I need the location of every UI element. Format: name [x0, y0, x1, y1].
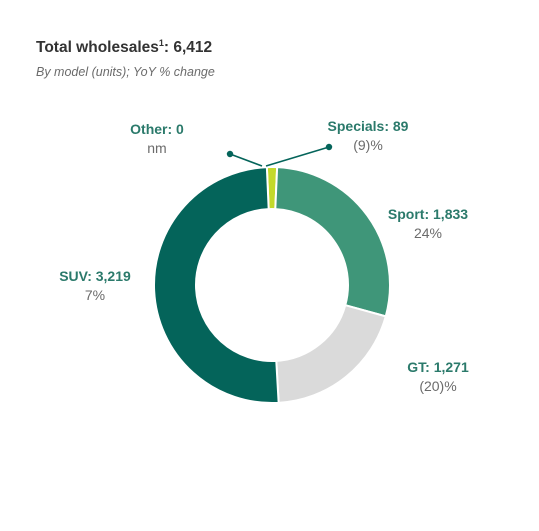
chart-title-value: : 6,412	[163, 39, 213, 56]
chart-title-text: Total wholesales	[36, 39, 159, 56]
leader-dot-other	[226, 150, 234, 158]
slice-label-suv: SUV: 3,219	[59, 268, 131, 284]
slice-change-sport: 24%	[414, 225, 442, 241]
chart-title: Total wholesales1: 6,412	[36, 37, 213, 57]
chart-subtitle: By model (units); YoY % change	[36, 65, 215, 79]
slice-change-other: nm	[147, 140, 166, 156]
donut-slice-sport	[274, 166, 391, 318]
slice-label-sport: Sport: 1,833	[388, 206, 468, 222]
leader-line-specials	[265, 146, 330, 167]
slice-change-gt: (20)%	[419, 378, 456, 394]
leader-line-other	[229, 153, 263, 167]
slice-label-other: Other: 0	[130, 121, 184, 137]
slice-label-specials: Specials: 89	[328, 118, 409, 134]
leader-dot-specials	[325, 143, 333, 151]
donut-slice-suv	[153, 166, 280, 404]
slice-change-specials: (9)%	[353, 137, 383, 153]
slice-labels: Specials: 89 (9)% Sport: 1,833 24% GT: 1,271…	[59, 118, 469, 394]
donut-slice-gt	[275, 303, 387, 404]
chart-title-footnote: 1	[158, 37, 164, 48]
leader-lines	[226, 143, 333, 167]
slice-label-gt: GT: 1,271	[407, 359, 469, 375]
donut-slices	[153, 165, 391, 404]
slice-change-suv: 7%	[85, 287, 105, 303]
